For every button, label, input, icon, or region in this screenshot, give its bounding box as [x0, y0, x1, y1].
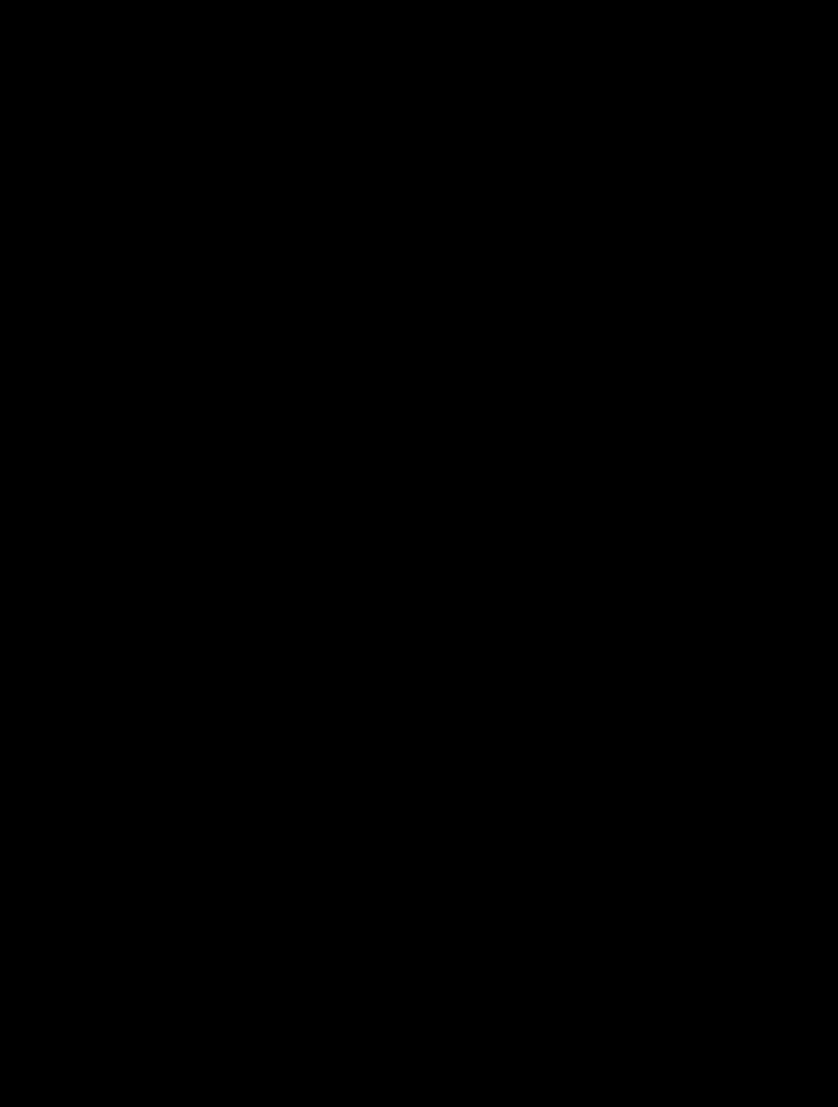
- figure-canvas: [0, 0, 838, 1107]
